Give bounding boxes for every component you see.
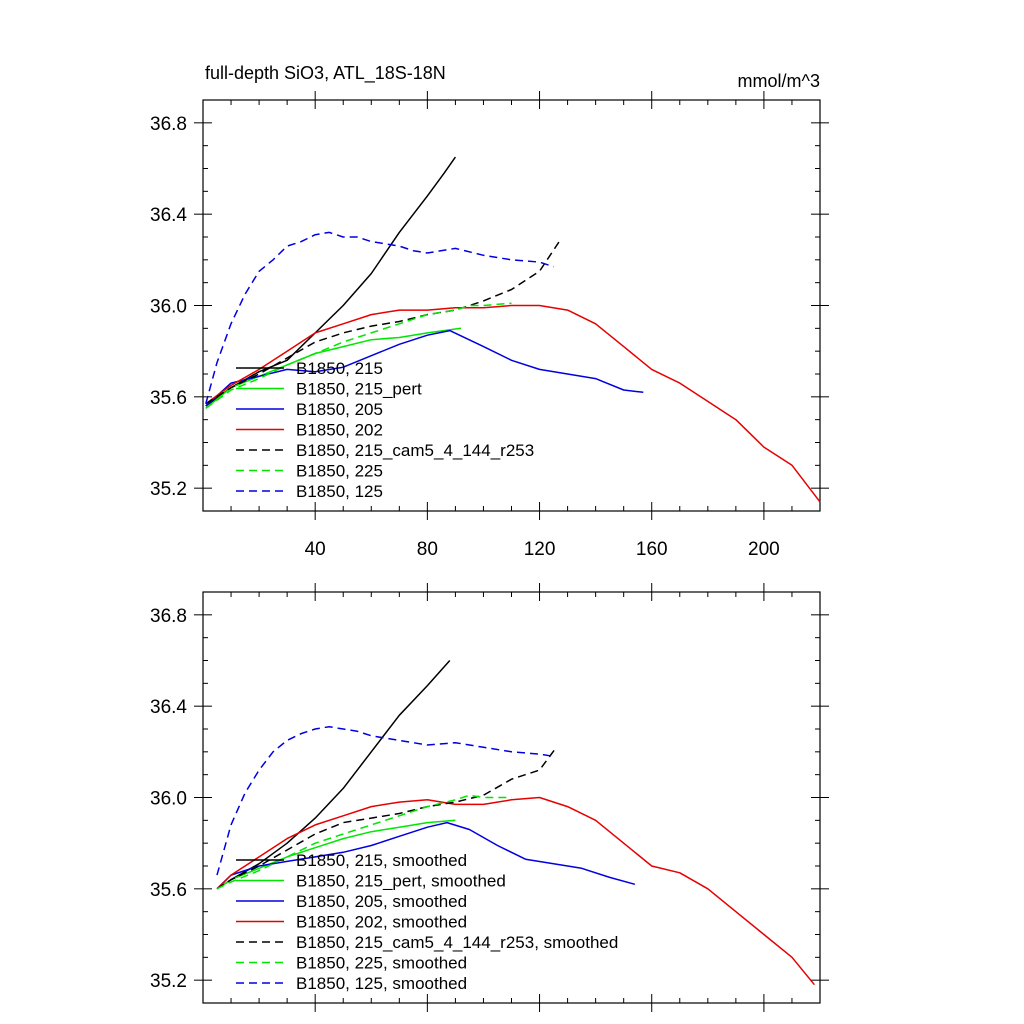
y-tick-label: 36.0 — [150, 297, 187, 318]
series-line-3 — [205, 329, 644, 407]
series-line-1 — [216, 660, 451, 890]
series-line-5 — [216, 746, 558, 890]
legend-label: B1850, 205 — [296, 400, 383, 419]
legend-label: B1850, 215_pert, smoothed — [296, 872, 506, 891]
y-tick-label: 35.2 — [150, 479, 187, 500]
panel-2: 35.2 35.6 36.0 36.4 36.8 B1850, 215, smoothed… — [150, 583, 829, 1012]
y-tick-label: 36.0 — [150, 789, 187, 810]
legend-label: B1850, 215_pert — [296, 380, 422, 399]
x-tick-label: 120 — [524, 539, 556, 560]
legend-label: B1850, 125, smoothed — [296, 974, 467, 993]
y-tick-label: 35.2 — [150, 971, 187, 992]
series-line-3 — [216, 821, 636, 890]
legend-label: B1850, 215, smoothed — [296, 851, 467, 870]
x-tick-label: 160 — [636, 539, 668, 560]
legend-label: B1850, 225, smoothed — [296, 954, 467, 973]
series-line-6 — [216, 794, 512, 890]
x-tick-label: 40 — [305, 539, 326, 560]
legend-label: B1850, 215_cam5_4_144_r253, smoothed — [296, 933, 618, 952]
series-line-1 — [205, 156, 457, 407]
panel-1: 35.2 35.6 36.0 36.4 36.8 40 80 120 160 200 full-de… — [150, 63, 829, 560]
series-line-7 — [205, 231, 554, 404]
series-line-2 — [216, 819, 456, 890]
x-tick-label: 80 — [417, 539, 438, 560]
series-line-6 — [205, 302, 512, 409]
series-line-2 — [205, 327, 462, 409]
legend-label: B1850, 215 — [296, 359, 383, 378]
legend-label: B1850, 215_cam5_4_144_r253 — [296, 441, 534, 460]
units-label: mmol/m^3 — [738, 71, 820, 91]
series-line-5 — [205, 241, 560, 405]
legend-label: B1850, 202, smoothed — [296, 913, 467, 932]
y-tick-label: 36.8 — [150, 606, 187, 627]
y-tick-label: 35.6 — [150, 880, 187, 901]
y-tick-label: 36.8 — [150, 114, 187, 135]
series-line-4 — [216, 796, 815, 986]
legend-label: B1850, 125 — [296, 482, 383, 501]
series-line-7 — [216, 725, 554, 876]
x-tick-label: 200 — [748, 539, 780, 560]
y-tick-label: 35.6 — [150, 388, 187, 409]
legend-label: B1850, 202 — [296, 421, 383, 440]
chart-title: full-depth SiO3, ATL_18S-18N — [205, 63, 446, 84]
y-tick-label: 36.4 — [150, 205, 187, 226]
legend-label: B1850, 205, smoothed — [296, 892, 467, 911]
legend-label: B1850, 225 — [296, 462, 383, 481]
series-line-4 — [205, 304, 821, 503]
y-tick-label: 36.4 — [150, 697, 187, 718]
